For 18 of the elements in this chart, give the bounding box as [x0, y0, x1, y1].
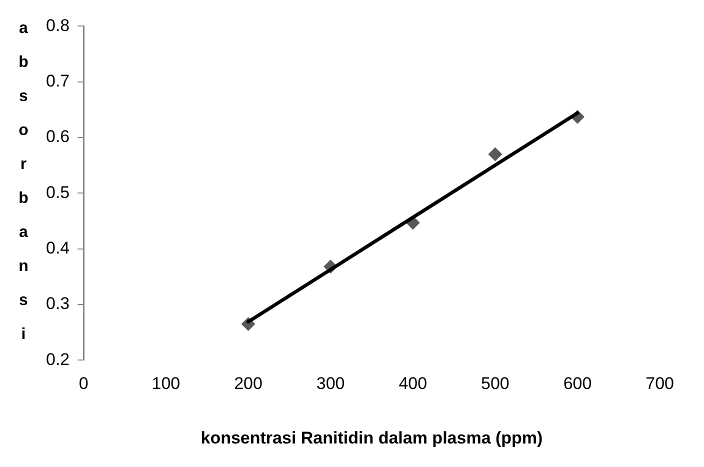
y-tick-label: 0.5 — [46, 182, 70, 202]
x-tick-label: 600 — [563, 374, 592, 394]
y-axis-title: absorbansi — [15, 20, 32, 360]
x-tick-label: 700 — [646, 374, 674, 394]
x-tick-label: 200 — [234, 374, 262, 394]
y-tick-label: 0.7 — [46, 72, 70, 91]
x-tick-label: 300 — [316, 374, 345, 394]
x-axis-title: konsentrasi Ranitidin dalam plasma (ppm) — [200, 428, 543, 448]
y-tick-label: 0.2 — [46, 350, 70, 369]
y-tick-label: 0.8 — [46, 16, 70, 35]
x-tick-label: 100 — [152, 374, 180, 394]
y-tick-label: 0.6 — [46, 127, 70, 146]
x-tick-label: 500 — [481, 374, 510, 394]
point — [488, 147, 502, 162]
y-tick-label: 0.3 — [46, 294, 70, 314]
x-tick-label: 400 — [398, 374, 428, 394]
x-tick-label: 0 — [78, 374, 88, 394]
y-tick-label: 0.4 — [46, 238, 70, 258]
